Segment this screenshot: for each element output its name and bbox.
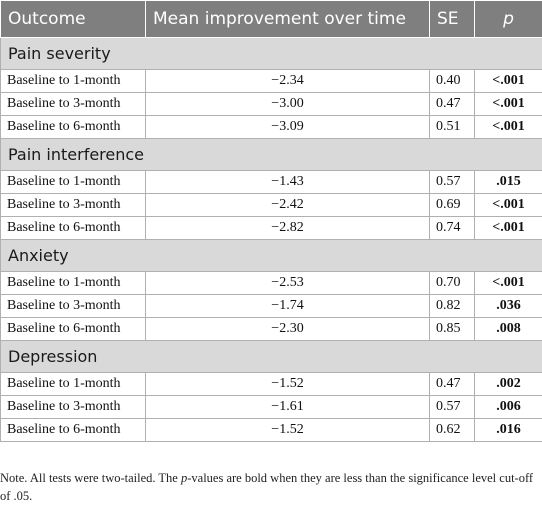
mean-cell: −1.61 [145,395,430,419]
mean-cell: −1.52 [145,418,430,442]
se-cell: 0.70 [429,271,475,295]
header-se: SE [429,0,475,38]
group-label: Depression [0,340,542,373]
mean-cell: −2.53 [145,271,430,295]
comparison-cell: Baseline to 3-month [0,92,146,116]
note-italic-p: p [180,471,188,485]
table-row: Baseline to 1-month −2.34 0.40 <.001 [0,69,542,93]
comparison-cell: Baseline to 1-month [0,372,146,396]
p-cell: .006 [474,395,542,419]
se-cell: 0.85 [429,317,475,341]
table-row: Baseline to 1-month −2.53 0.70 <.001 [0,271,542,295]
mean-cell: −1.74 [145,294,430,318]
comparison-cell: Baseline to 6-month [0,418,146,442]
p-cell: <.001 [474,92,542,116]
group-row-pain-interference: Pain interference [0,138,542,171]
comparison-cell: Baseline to 1-month [0,271,146,295]
comparison-cell: Baseline to 1-month [0,69,146,93]
comparison-cell: Baseline to 6-month [0,216,146,240]
se-cell: 0.74 [429,216,475,240]
se-cell: 0.57 [429,395,475,419]
p-cell: .016 [474,418,542,442]
table-row: Baseline to 6-month −2.82 0.74 <.001 [0,216,542,240]
comparison-cell: Baseline to 6-month [0,115,146,139]
table-note: Note. All tests were two-tailed. The p-v… [0,469,542,505]
p-cell: <.001 [474,69,542,93]
comparison-cell: Baseline to 3-month [0,395,146,419]
se-cell: 0.40 [429,69,475,93]
mean-cell: −2.30 [145,317,430,341]
se-cell: 0.62 [429,418,475,442]
p-cell: <.001 [474,115,542,139]
se-cell: 0.57 [429,170,475,194]
p-cell: .015 [474,170,542,194]
comparison-cell: Baseline to 6-month [0,317,146,341]
group-row-anxiety: Anxiety [0,239,542,272]
p-cell: <.001 [474,216,542,240]
mean-cell: −1.43 [145,170,430,194]
comparison-cell: Baseline to 3-month [0,294,146,318]
se-cell: 0.47 [429,372,475,396]
table-row: Baseline to 3-month −1.61 0.57 .006 [0,395,542,419]
se-cell: 0.82 [429,294,475,318]
header-row: Outcome Mean improvement over time SE p [0,0,542,38]
p-cell: <.001 [474,193,542,217]
comparison-cell: Baseline to 3-month [0,193,146,217]
mean-cell: −2.42 [145,193,430,217]
table-row: Baseline to 1-month −1.43 0.57 .015 [0,170,542,194]
table-row: Baseline to 6-month −3.09 0.51 <.001 [0,115,542,139]
p-cell: .008 [474,317,542,341]
mean-cell: −3.09 [145,115,430,139]
table-row: Baseline to 6-month −1.52 0.62 .016 [0,418,542,442]
table-row: Baseline to 1-month −1.52 0.47 .002 [0,372,542,396]
table-row: Baseline to 3-month −3.00 0.47 <.001 [0,92,542,116]
mean-cell: −2.34 [145,69,430,93]
table-row: Baseline to 6-month −2.30 0.85 .008 [0,317,542,341]
header-mean-improvement: Mean improvement over time [145,0,430,38]
table-row: Baseline to 3-month −2.42 0.69 <.001 [0,193,542,217]
group-label: Anxiety [0,239,542,272]
se-cell: 0.69 [429,193,475,217]
results-table: Outcome Mean improvement over time SE p … [0,0,542,442]
mean-cell: −3.00 [145,92,430,116]
comparison-cell: Baseline to 1-month [0,170,146,194]
group-label: Pain interference [0,138,542,171]
group-label: Pain severity [0,37,542,70]
p-cell: .002 [474,372,542,396]
header-outcome: Outcome [0,0,146,38]
group-row-depression: Depression [0,340,542,373]
group-row-pain-severity: Pain severity [0,37,542,70]
p-cell: .036 [474,294,542,318]
se-cell: 0.51 [429,115,475,139]
mean-cell: −2.82 [145,216,430,240]
p-cell: <.001 [474,271,542,295]
note-prefix: Note. All tests were two-tailed. The [0,471,181,485]
table-row: Baseline to 3-month −1.74 0.82 .036 [0,294,542,318]
header-p: p [474,0,542,38]
note-suffix: -values are bold when they are less than… [0,471,534,503]
mean-cell: −1.52 [145,372,430,396]
se-cell: 0.47 [429,92,475,116]
